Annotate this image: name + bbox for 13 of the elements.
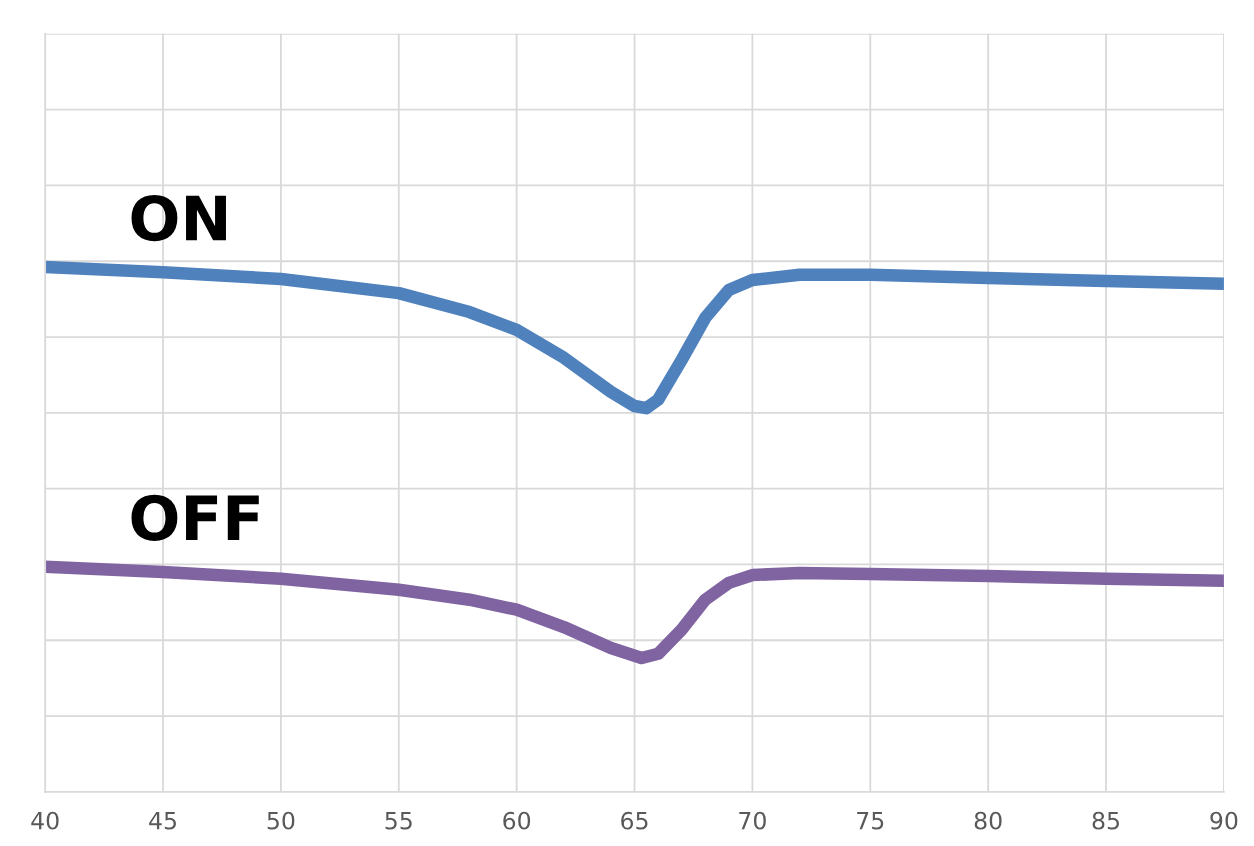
x-tick-label: 55	[385, 812, 412, 830]
x-tick-label: 50	[267, 811, 295, 830]
x-tick-label: 85	[1092, 811, 1119, 830]
x-tick-label: 80	[974, 811, 1002, 830]
x-tick-label: 75	[857, 812, 884, 830]
series-label: ON	[131, 194, 226, 242]
x-tick-label: 65	[621, 811, 648, 830]
series-label: OFF	[131, 494, 259, 541]
x-tick-label: 90	[1210, 811, 1238, 830]
x-tick-label: 40	[31, 811, 59, 830]
x-tick-label: 70	[739, 811, 766, 830]
x-tick-label: 60	[503, 811, 531, 830]
x-tick-label: 45	[149, 812, 176, 830]
